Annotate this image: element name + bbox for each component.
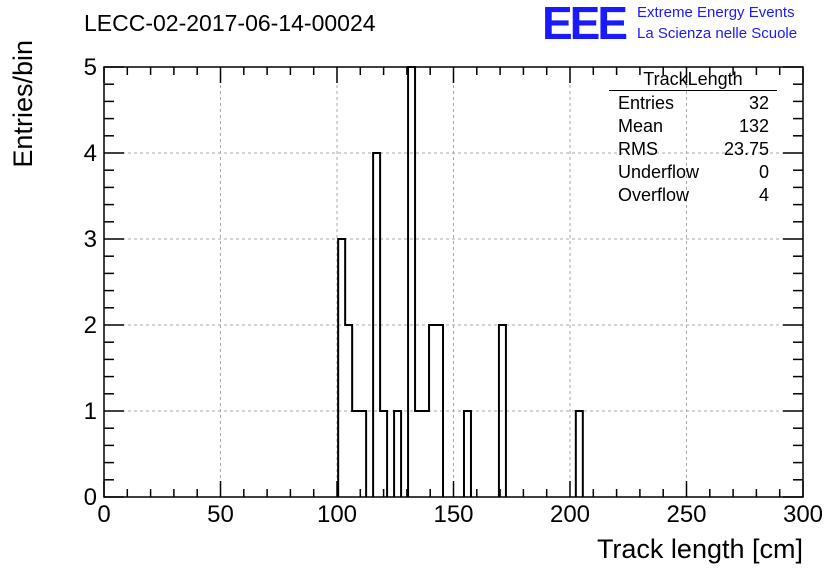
histogram-bin: [359, 411, 366, 497]
stats-row-rms: RMS 23.75: [609, 137, 777, 160]
y-tick-label: 0: [84, 484, 97, 511]
histogram-outline: [337, 66, 584, 497]
stats-label: Entries: [618, 93, 675, 113]
stats-value: 32: [748, 93, 769, 113]
stats-label: RMS: [618, 139, 658, 159]
x-tick-label: 150: [433, 501, 473, 528]
histogram-bin: [415, 411, 422, 497]
histogram-bin: [576, 411, 583, 497]
stats-label: Overflow: [618, 185, 690, 205]
x-tick-label: 200: [550, 501, 590, 528]
histogram-bin: [338, 239, 345, 497]
eee-logo: EEE: [542, 0, 628, 49]
x-tick-label: 100: [317, 501, 357, 528]
y-tick-label: 4: [84, 140, 97, 167]
y-tick-label: 3: [84, 226, 97, 253]
histogram-bin: [422, 411, 429, 497]
x-tick-label: 0: [97, 501, 110, 528]
stats-box: TrackLength Entries 32 Mean 132 RMS 23.7…: [609, 68, 777, 206]
x-tick-label: 300: [783, 501, 823, 528]
logo-line-1: Extreme Energy Events: [637, 4, 795, 21]
stats-value: 132: [738, 116, 769, 136]
stats-value: 0: [758, 162, 769, 182]
stats-label: Mean: [618, 116, 664, 136]
y-axis-label: Entries/bin: [8, 40, 38, 168]
histogram-bin: [464, 411, 471, 497]
x-tick-label: 50: [207, 501, 234, 528]
stats-value: 4: [758, 185, 769, 205]
x-tick-label: 250: [666, 501, 706, 528]
stats-box-title: TrackLength: [609, 68, 777, 91]
stats-row-mean: Mean 132: [609, 114, 777, 137]
y-tick-label: 5: [84, 54, 97, 81]
logo-line-2: La Scienza nelle Scuole: [637, 25, 798, 42]
x-axis-label: Track length [cm]: [597, 534, 803, 564]
histogram-bin: [408, 67, 415, 497]
histogram-bin: [394, 411, 401, 497]
stats-row-overflow: Overflow 4: [609, 183, 777, 206]
stats-row-underflow: Underflow 0: [609, 160, 777, 183]
y-tick-label: 1: [84, 398, 97, 425]
plot-title: LECC-02-2017-06-14-00024: [84, 10, 376, 36]
stats-value: 23.75: [723, 139, 769, 159]
y-tick-label: 2: [84, 312, 97, 339]
stats-row-entries: Entries 32: [609, 91, 777, 114]
histogram-bin: [380, 411, 387, 497]
stats-label: Underflow: [618, 162, 700, 182]
histogram-bin: [352, 411, 359, 497]
